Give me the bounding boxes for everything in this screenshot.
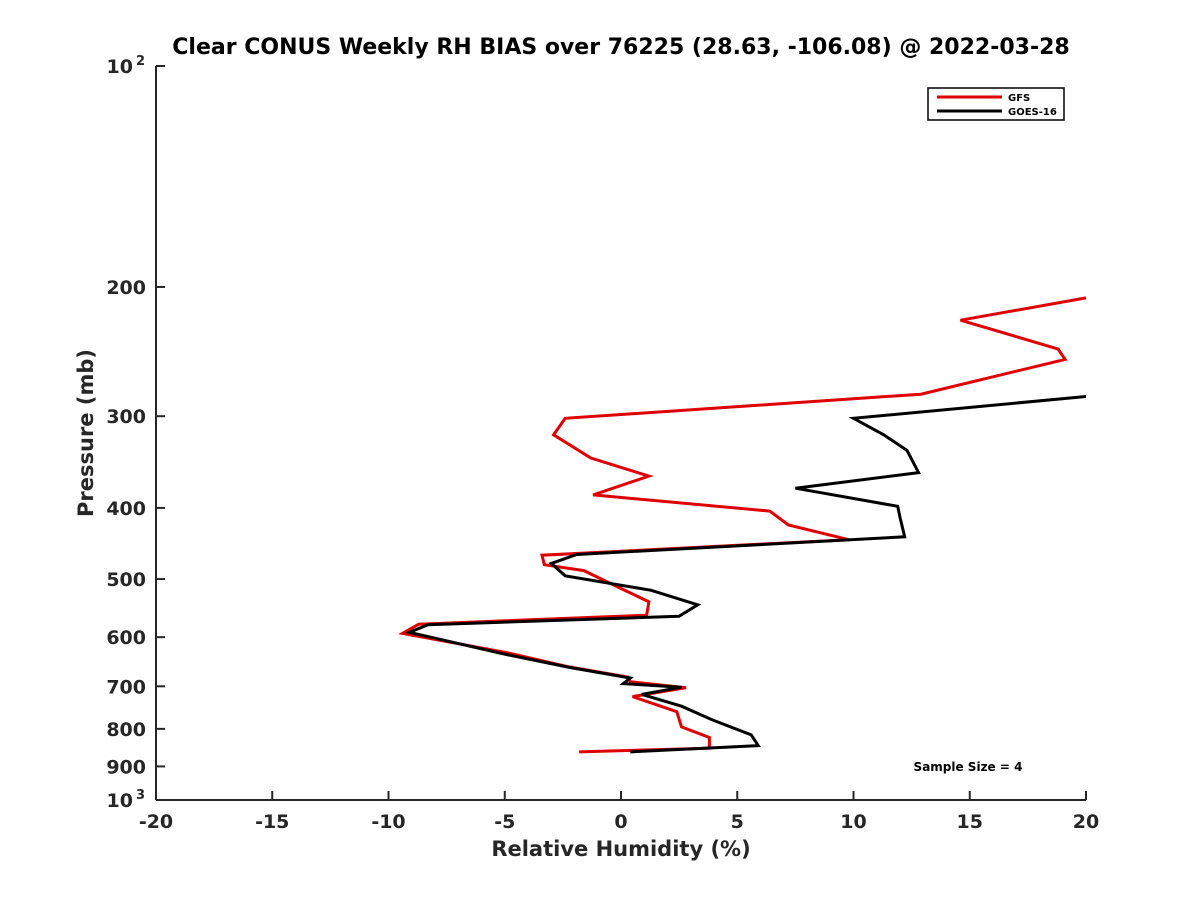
x-axis-ticks: -20 -15 -10 -5 0 5 10 15 20 — [139, 791, 1099, 833]
x-tick-label: -20 — [139, 811, 173, 833]
series-line-1 — [404, 395, 1087, 754]
legend-items: GFS GOES-16 — [937, 93, 1057, 118]
x-tick-label: 15 — [957, 811, 983, 833]
y-tick-label: 10 — [107, 790, 133, 812]
y-axis-label: Pressure (mb) — [74, 349, 98, 517]
y-tick-exponent: 3 — [136, 788, 145, 803]
sample-size-annotation: Sample Size = 4 — [914, 760, 1023, 774]
y-tick-label: 400 — [106, 498, 146, 520]
series-layer — [398, 296, 1087, 754]
x-tick-label: 10 — [840, 811, 866, 833]
y-tick-label: 900 — [106, 756, 146, 778]
legend-label-0: GFS — [1008, 93, 1030, 104]
x-tick-label: -15 — [255, 811, 289, 833]
y-tick-label: 800 — [106, 719, 146, 741]
x-tick-label: 20 — [1073, 811, 1099, 833]
chart-title: Clear CONUS Weekly RH BIAS over 76225 (2… — [172, 35, 1069, 60]
x-axis-label: Relative Humidity (%) — [491, 837, 750, 861]
series-line-0 — [398, 296, 1087, 754]
y-tick-label: 300 — [106, 406, 146, 428]
y-tick-label: 500 — [106, 569, 146, 591]
legend: GFS GOES-16 — [927, 87, 1065, 121]
x-tick-label: 0 — [614, 811, 627, 833]
y-tick-label: 200 — [106, 277, 146, 299]
x-tick-label: -10 — [371, 811, 405, 833]
y-tick-label: 10 — [107, 56, 133, 78]
legend-box — [927, 87, 1065, 121]
y-tick-label: 600 — [106, 627, 146, 649]
legend-label-1: GOES-16 — [1008, 107, 1057, 118]
x-tick-label: -5 — [494, 811, 515, 833]
y-tick-exponent: 2 — [136, 54, 145, 69]
x-tick-label: 5 — [731, 811, 744, 833]
plot-area: -20 -15 -10 -5 0 5 10 15 20 10 220030040050060070… — [106, 54, 1099, 833]
y-tick-label: 700 — [106, 676, 146, 698]
